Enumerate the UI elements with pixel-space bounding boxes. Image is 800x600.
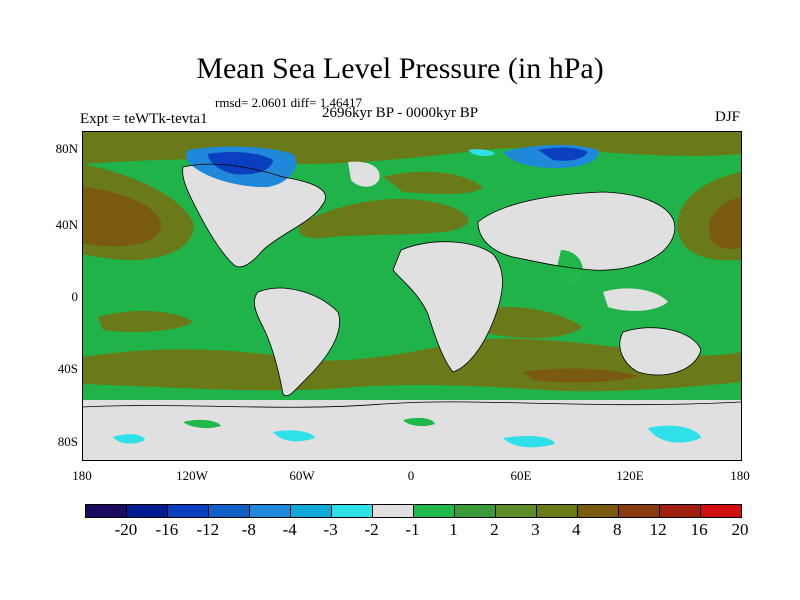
chart-title: Mean Sea Level Pressure (in hPa)	[196, 52, 604, 85]
lon-label-60e: 60E	[510, 468, 532, 483]
coastlines	[83, 163, 741, 408]
map-plot-area	[82, 131, 742, 461]
colorbar-swatch	[209, 505, 250, 517]
lat-label-80s: 80S	[57, 434, 78, 449]
map-svg	[83, 132, 741, 460]
eurasia	[478, 192, 675, 271]
lon-label-180w: 180	[72, 468, 92, 483]
colorbar-label: 16	[690, 520, 708, 539]
experiment-label: Expt = teWTk-tevta1	[80, 111, 208, 127]
south-pacific-brown	[98, 310, 193, 332]
colorbar-label: -8	[241, 520, 256, 539]
lon-label-120w: 120W	[176, 468, 208, 483]
colorbar-swatch	[250, 505, 291, 517]
colorbar-label: 4	[572, 520, 581, 539]
lat-label-80n: 80N	[55, 141, 78, 156]
colorbar-label: 3	[531, 520, 540, 539]
arctic-cyan-patch	[468, 149, 495, 157]
period-label: 2696kyr BP - 0000kyr BP	[321, 105, 479, 121]
colorbar-label: 8	[612, 520, 622, 539]
colorbar-label: -20	[114, 520, 138, 539]
colorbar-swatch	[537, 505, 578, 517]
lon-label-120e: 120E	[616, 468, 644, 483]
lon-label-180e: 180	[730, 468, 750, 483]
arctic-canada-core	[208, 152, 273, 175]
season-label: DJF	[714, 109, 740, 125]
antarctic-cyan-3	[503, 436, 555, 448]
siberia-core	[538, 147, 588, 161]
colorbar-swatch	[414, 505, 455, 517]
lon-label-0: 0	[407, 468, 415, 483]
south-america	[254, 288, 340, 396]
lat-label-0: 0	[71, 289, 79, 304]
lat-label-40n: 40N	[55, 217, 78, 232]
maritime-continent	[603, 288, 668, 311]
colorbar-label: -12	[196, 520, 220, 539]
antarctic-cyan-1	[113, 434, 145, 444]
colorbar-label: -1	[405, 520, 420, 539]
antarctic-green-1	[183, 419, 221, 429]
colorbar-label: 20	[731, 520, 749, 539]
greenland-area	[348, 161, 380, 187]
antarctica-band	[83, 400, 741, 460]
europe-brown	[383, 171, 483, 195]
antarctic-cyan-4	[648, 425, 701, 443]
colorbar-swatch	[619, 505, 660, 517]
antarctic-green-2	[403, 417, 435, 427]
colorbar-swatch	[127, 505, 168, 517]
colorbar-swatch	[86, 505, 127, 517]
colorbar-swatch	[291, 505, 332, 517]
colorbar-swatch	[578, 505, 619, 517]
south-indian-core	[523, 368, 638, 383]
colorbar	[85, 504, 742, 518]
colorbar-swatch	[373, 505, 414, 517]
colorbar-label: 1	[449, 520, 458, 539]
lat-label-40s: 40S	[57, 361, 78, 376]
colorbar-label: -2	[364, 520, 379, 539]
colorbar-swatch	[168, 505, 209, 517]
colorbar-label: -16	[155, 520, 179, 539]
lon-label-60w: 60W	[289, 468, 315, 483]
africa	[393, 241, 503, 372]
north-pacific-core-east	[708, 197, 741, 250]
colorbar-label: 2	[490, 520, 499, 539]
antarctic-cyan-2	[273, 430, 315, 442]
colorbar-label: -4	[282, 520, 297, 539]
australia	[619, 327, 701, 376]
colorbar-swatch	[455, 505, 496, 517]
colorbar-swatch	[332, 505, 373, 517]
indian-ocean-brown	[473, 307, 583, 339]
arctic-positive-anomaly	[83, 132, 741, 164]
colorbar-swatch	[701, 505, 741, 517]
stats-label: rmsd= 2.0601 diff= 1.46417	[215, 95, 362, 110]
north-atlantic-brown	[299, 198, 469, 239]
colorbar-label: -3	[323, 520, 338, 539]
colorbar-swatch	[496, 505, 537, 517]
colorbar-label: 12	[649, 520, 667, 539]
north-pacific-core-west	[83, 187, 162, 247]
colorbar-swatch	[660, 505, 701, 517]
north-america	[182, 164, 326, 267]
